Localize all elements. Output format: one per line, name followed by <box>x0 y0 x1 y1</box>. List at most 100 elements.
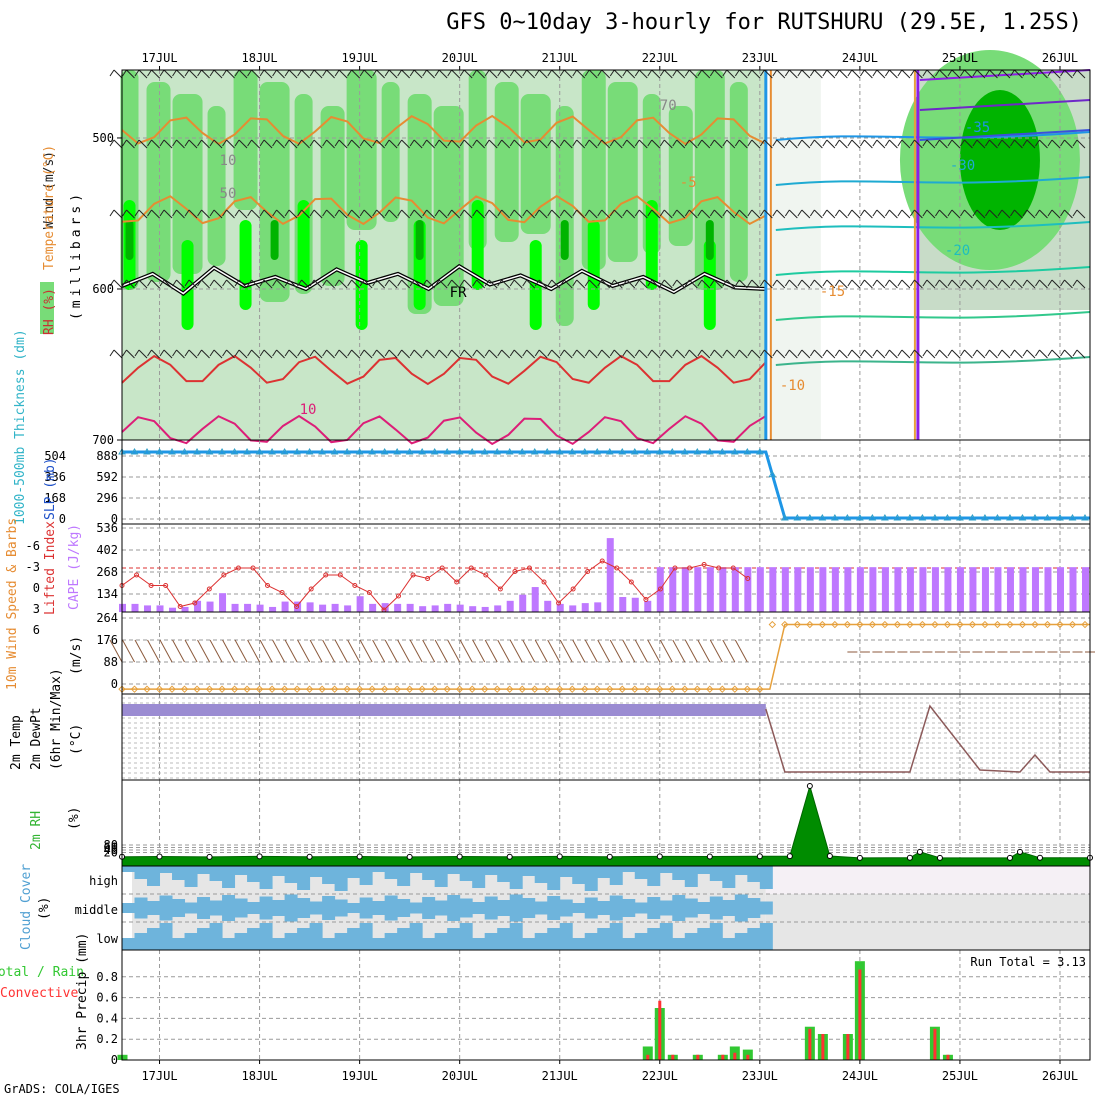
freezing-level-line-inner <box>121 265 766 295</box>
temperature-contour <box>121 414 767 446</box>
wind-speed-marker <box>393 685 401 693</box>
upper-wind-barb <box>359 69 373 79</box>
upper-wind-barb <box>447 69 461 79</box>
cloud-bar-high <box>547 866 561 890</box>
wind-barb <box>597 639 611 663</box>
rh-fill-high <box>355 240 368 330</box>
legend-precip-total: Total / Rain <box>0 965 84 980</box>
rh-light-band <box>770 70 821 440</box>
cloud-bar-high <box>347 866 361 878</box>
upper-wind-barb <box>197 139 210 149</box>
upper-wind-barb <box>1010 349 1023 359</box>
upper-wind-barb <box>559 349 573 359</box>
upper-wind-barb <box>859 209 873 219</box>
thickness-marker <box>143 448 151 455</box>
upper-wind-barb <box>497 349 511 359</box>
cloud-bar-low <box>509 923 523 950</box>
cape-bar <box>394 603 402 612</box>
upper-wind-barb <box>647 139 661 149</box>
lifted-index-marker <box>628 579 634 585</box>
upper-wind-barb <box>297 139 310 149</box>
wind-speed-marker <box>1081 620 1089 629</box>
cloud-bar-middle <box>697 902 711 914</box>
upper-wind-barb <box>859 69 873 79</box>
cape-bar <box>156 605 164 612</box>
wind-speed-marker <box>455 685 464 693</box>
upper-wind-barb <box>209 209 223 219</box>
y-tick-label: 264 <box>96 611 118 625</box>
cape-bar <box>919 567 927 612</box>
precip-convective-bar <box>646 1054 650 1060</box>
upper-wind-barb <box>672 209 686 219</box>
upper-wind-barb <box>797 69 811 79</box>
cloud-bar-high <box>184 866 198 887</box>
rh-fill-band <box>607 82 638 262</box>
x-tick-label-top: 19JUL <box>342 51 378 65</box>
y-tick-label-left: -3 <box>26 560 40 574</box>
upper-wind-barb <box>897 69 911 79</box>
upper-wind-barb <box>935 69 948 79</box>
upper-wind-barb <box>109 139 123 149</box>
cape-bar <box>806 567 814 612</box>
cloud-bar-middle <box>297 898 311 918</box>
thickness-marker <box>218 448 226 455</box>
legend-precip-conv: Convective <box>0 986 78 1001</box>
contour-label: -10 <box>780 378 805 394</box>
upper-wind-barb <box>434 279 448 289</box>
upper-wind-barb <box>434 139 448 149</box>
wind-speed-marker <box>606 685 614 693</box>
cape-bar <box>769 567 777 612</box>
upper-wind-barb <box>397 349 411 359</box>
thickness-marker <box>793 514 802 521</box>
upper-wind-barb <box>847 139 861 149</box>
wind-speed-marker <box>931 620 939 629</box>
wind-barb <box>359 639 373 663</box>
upper-wind-barb <box>772 69 786 79</box>
lifted-index-marker <box>323 572 329 578</box>
lifted-index-marker <box>512 569 518 574</box>
legend-temp2m: 2m Temp <box>9 715 24 770</box>
upper-wind-barb <box>1072 349 1086 359</box>
upper-wind-barb <box>809 69 823 79</box>
upper-wind-barb <box>784 139 798 149</box>
rh2m-marker <box>756 853 763 860</box>
cape-bar <box>356 596 364 612</box>
cloud-bar-high <box>484 866 498 875</box>
cloud-bar-high <box>622 866 636 872</box>
upper-air-panel: -35 -30 -20 -15 -10 -5 10 FR 10 50 70 500 600 700 Wind… <box>40 50 1091 447</box>
y-tick-label: 0 <box>111 677 118 691</box>
rh2m-marker <box>356 853 363 860</box>
wind-barb <box>384 639 398 663</box>
thickness-marker <box>618 448 627 455</box>
upper-wind-barb <box>284 139 298 149</box>
cloud-bar-low <box>634 933 648 950</box>
cloud-bar-high <box>609 866 623 885</box>
rh-fill-band <box>233 70 258 210</box>
cape-bar <box>556 603 564 612</box>
cape-bar <box>931 567 939 612</box>
upper-wind-barb <box>159 209 173 219</box>
rh2m-marker <box>916 848 923 855</box>
cape-bar <box>894 567 902 612</box>
thickness-marker <box>630 448 639 455</box>
wind-speed-marker <box>806 620 814 629</box>
temp-band <box>122 704 766 716</box>
upper-wind-barb <box>122 139 135 149</box>
wind-speed-marker <box>818 620 827 629</box>
cloud-bar-middle <box>197 897 211 919</box>
thickness-marker <box>418 448 427 455</box>
upper-wind-barb <box>797 139 811 149</box>
legend-temp2m: 2m DewPt <box>29 707 44 770</box>
upper-wind-barb <box>122 209 135 219</box>
wind-speed-marker <box>743 685 752 693</box>
upper-wind-barb <box>547 209 561 219</box>
upper-wind-barb <box>347 139 360 149</box>
wind-barb <box>709 639 723 663</box>
cape-bar <box>344 605 352 612</box>
wind-speed-marker <box>843 620 852 629</box>
upper-wind-barb <box>484 209 498 219</box>
upper-wind-barb <box>347 279 360 289</box>
cloud-bar-low <box>597 928 611 950</box>
upper-wind-barb <box>134 349 148 359</box>
